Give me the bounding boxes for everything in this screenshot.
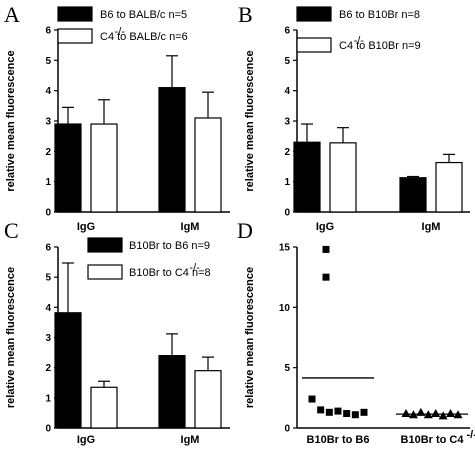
bar [90,123,118,213]
y-tick-label: 6 [45,26,51,37]
y-tick-label: 4 [45,303,51,314]
legend-superscript: -/- [189,262,200,274]
panel-label-a: A [4,2,20,27]
bar [90,386,118,429]
panel-c: C 0 1 2 3 4 5 6 relative mean fluorescence IgG IgM… [4,218,230,446]
legend-superscript: -/- [354,35,365,47]
legend-swatch [87,264,123,280]
panel-b: B 0 1 2 3 4 5 6 relative mean fluorescence IgG IgM… [238,2,470,233]
data-point [325,408,333,416]
bar [158,87,186,213]
y-tick-label: 5 [45,56,51,67]
legend-swatch [296,6,332,22]
y-tick-label: 15 [279,243,291,254]
y-tick-label: 6 [284,26,290,37]
y-axis-label-a: relative mean fluorescence [5,50,17,191]
y-tick-label: 5 [284,56,290,67]
category-label: B10Br to B6 [307,434,370,446]
y-tick-label: 0 [45,424,51,435]
y-tick-label: 2 [45,363,51,374]
data-point [401,409,411,418]
data-point [334,407,342,415]
legend-entry: B6 to B10Br n=8 [339,9,420,21]
panel-label-d: D [237,218,253,243]
y-tick-label: 1 [45,393,51,404]
category-label: IgG [77,221,95,233]
data-point [360,408,368,416]
y-tick-label: 2 [45,147,51,158]
data-point [317,406,325,414]
y-axis-label-c: relative mean fluorescence [5,267,17,408]
data-point [351,411,359,419]
y-tick-label: 1 [45,177,51,188]
panel-d: D 0 5 10 15 relative mean fluorescence B10Br t… [237,218,475,446]
category-superscript: -/- [466,429,475,441]
y-tick-label: 10 [279,303,291,314]
y-tick-label: 2 [284,147,290,158]
data-point [308,395,316,403]
y-tick-label: 4 [45,86,51,97]
panel-label-b: B [238,2,253,27]
y-tick-label: 6 [45,243,51,254]
bar [293,141,321,213]
data-point [431,409,441,418]
panel-label-c: C [4,218,19,243]
data-point [446,409,456,418]
y-tick-label: 3 [284,117,290,128]
legend-swatch [296,37,332,53]
y-tick-label: 0 [45,208,51,219]
y-tick-label: 4 [284,86,290,97]
y-tick-label: 5 [284,363,290,374]
data-point [322,245,330,253]
category-label: B10Br to C4 [401,434,465,446]
data-point [438,411,448,420]
legend-entry: C4 to BALB/c n=6 [100,31,188,43]
bar [158,355,186,429]
bar [194,117,222,213]
legend-entry: B10Br to B6 n=9 [129,240,210,252]
category-label: IgM [181,434,200,446]
y-axis-label-d: relative mean fluorescence [244,267,256,408]
data-point [322,273,330,281]
legend-entry: B6 to BALB/c n=5 [100,9,187,21]
legend-entry: B10Br to C4 n=8 [129,267,211,279]
bar [399,177,427,213]
panel-a: A 0 1 2 3 4 5 6 relative mean fluorescence IgG IgM… [4,2,230,233]
bar [435,161,463,213]
y-tick-label: 1 [284,177,290,188]
legend-entry: C4 to B10Br n=9 [339,40,421,52]
y-tick-label: 5 [45,273,51,284]
bar [329,142,357,213]
legend-swatch [57,6,93,22]
category-label: IgM [181,221,200,233]
y-tick-label: 0 [284,424,290,435]
y-tick-label: 0 [284,208,290,219]
category-label: IgG [316,221,334,233]
y-axis-label-b: relative mean fluorescence [244,50,256,191]
legend-superscript: -/- [115,26,126,38]
legend-swatch [87,237,123,253]
data-point [343,410,351,418]
category-label: IgG [77,434,95,446]
bar [194,370,222,429]
y-tick-label: 3 [45,117,51,128]
bar [54,123,82,213]
legend-swatch [57,28,93,44]
bar [54,312,82,429]
y-tick-label: 3 [45,333,51,344]
category-label: IgM [422,221,441,233]
